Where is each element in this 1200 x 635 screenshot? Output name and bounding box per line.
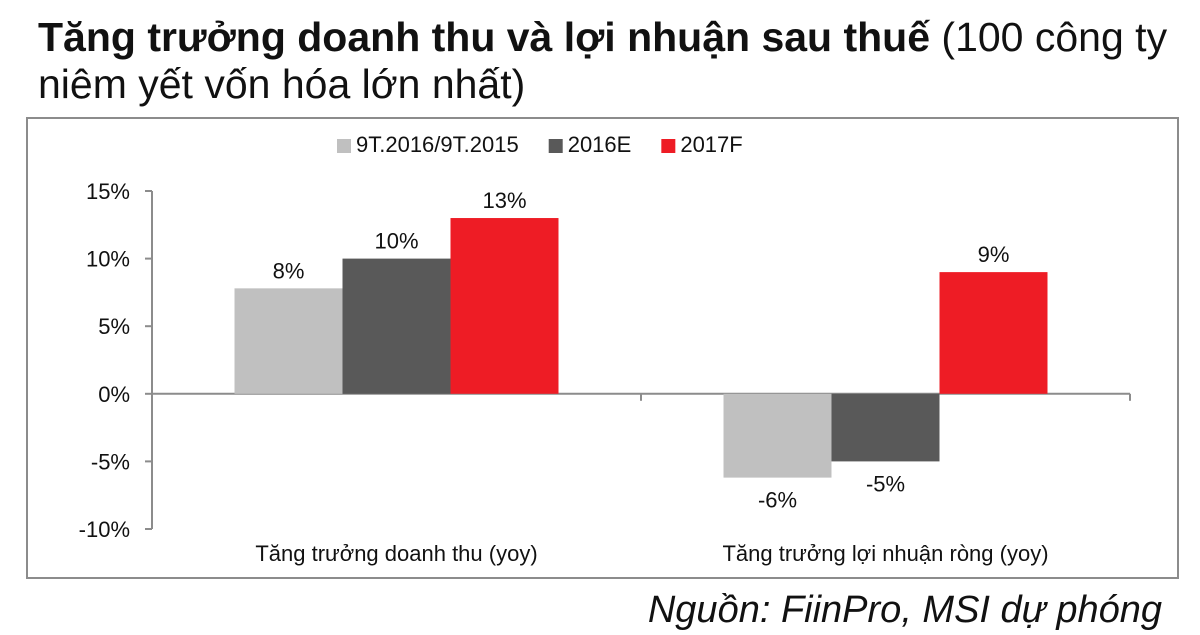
legend: 9T.2016/9T.2015 2016E 2017F — [337, 132, 743, 157]
bars: 8% 10% 13% -6% -5% 9% — [234, 188, 1048, 513]
x-category-label: Tăng trưởng lợi nhuận ròng (yoy) — [722, 541, 1048, 566]
bar — [234, 288, 343, 394]
bar — [831, 393, 940, 462]
data-label: 8% — [273, 258, 305, 283]
bar — [342, 258, 451, 394]
legend-swatch — [337, 139, 351, 153]
chart-title: Tăng trưởng doanh thu và lợi nhuận sau t… — [38, 14, 1178, 108]
data-label: 10% — [374, 229, 418, 254]
legend-label: 2017F — [680, 132, 742, 157]
data-label: 13% — [482, 188, 526, 213]
x-category-label: Tăng trưởng doanh thu (yoy) — [255, 541, 537, 566]
y-tick-label: -5% — [91, 449, 130, 474]
chart-title-bold: Tăng trưởng doanh thu và lợi nhuận sau t… — [38, 14, 931, 60]
y-tick-label: 10% — [86, 247, 130, 272]
legend-label: 2016E — [568, 132, 632, 157]
bar — [939, 272, 1048, 394]
legend-swatch — [661, 139, 676, 153]
data-label: 9% — [978, 242, 1010, 267]
y-tick-label: 5% — [98, 314, 130, 339]
legend-label: 9T.2016/9T.2015 — [356, 132, 519, 157]
axes: 15% 10% 5% 0% -5% -10% Tăng trưởng doanh thu (… — [79, 179, 1131, 566]
y-tick-label: -10% — [79, 517, 130, 542]
data-label: -6% — [758, 488, 797, 513]
legend-swatch — [548, 139, 563, 153]
y-tick-label: 0% — [98, 382, 130, 407]
bar — [450, 218, 559, 394]
source-note: Nguồn: FiinPro, MSI dự phóng — [647, 589, 1162, 631]
y-tick-label: 15% — [86, 179, 130, 204]
chart-title-rest: (100 công ty niêm yết vốn hóa lớn nhất) — [38, 14, 1168, 107]
bar — [723, 393, 832, 478]
data-label: -5% — [866, 471, 905, 496]
